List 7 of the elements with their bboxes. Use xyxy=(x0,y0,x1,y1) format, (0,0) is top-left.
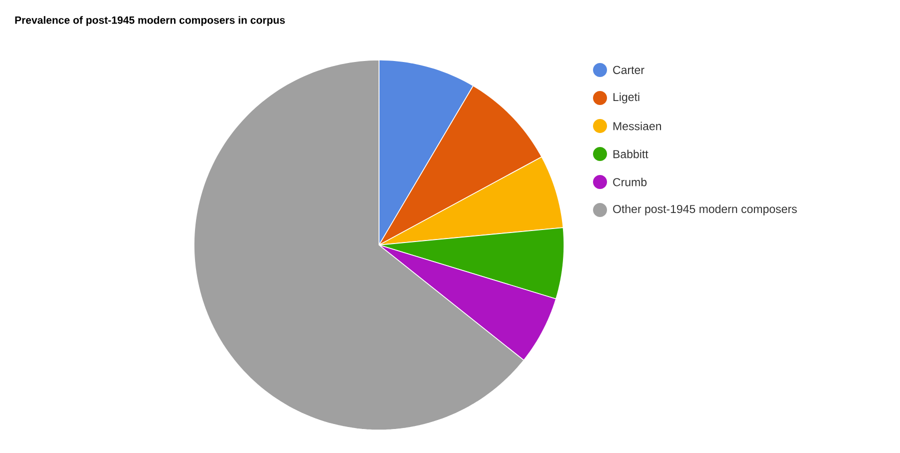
legend-label: Other post-1945 modern composers xyxy=(613,204,797,216)
legend-label: Messiaen xyxy=(613,122,661,130)
legend-label: Babbitt xyxy=(613,150,648,158)
legend-label: Ligeti xyxy=(613,92,640,104)
chart-title: Prevalence of post-1945 modern composers in corpus xyxy=(15,16,285,26)
legend-label: Carter xyxy=(613,66,644,74)
legend-label: Crumb xyxy=(613,178,647,186)
